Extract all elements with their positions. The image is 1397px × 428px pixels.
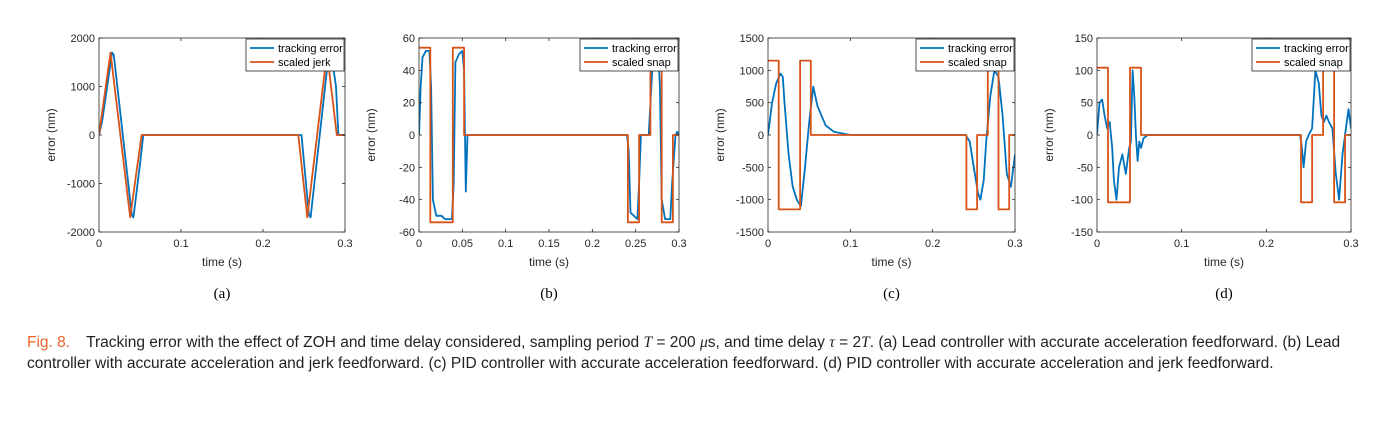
legend-box [579,38,679,72]
series-line-scaled [419,46,679,224]
y-axis-label: error (nm) [44,108,58,161]
y-tick-label: 0 [89,130,95,142]
caption-text-e: . (a) Lead controller with accurate acce… [27,334,1341,372]
caption-text-a: Tracking error with the effect of ZOH an… [86,334,644,351]
legend: tracking error scaled snap [1251,38,1351,72]
y-tick-label: 500 [746,98,764,110]
legend-entry: tracking error [948,43,1013,55]
x-axis-label: time (s) [872,255,912,269]
series-line-scaled [99,51,345,219]
y-tick-label: 40 [403,65,415,77]
y-axis-label: error (nm) [1042,108,1056,161]
figure-caption: Fig. 8. Tracking error with the effect of… [27,332,1377,374]
legend: tracking error scaled jerk [245,38,345,72]
legend: tracking error scaled snap [915,38,1015,72]
y-tick-label: -1500 [736,227,764,239]
y-tick-label: 50 [1081,98,1093,110]
caption-math-T2: T [861,334,870,351]
x-tick-label: 0.2 [255,238,270,250]
caption-math-tau: τ [829,334,835,351]
y-tick-label: -20 [399,162,415,174]
caption-math-mu: μ [699,334,708,351]
y-axis-label: error (nm) [713,108,727,161]
panel-label: (c) [883,286,900,302]
y-tick-label: 0 [409,130,415,142]
caption-text-b: = 200 [652,334,700,351]
x-tick-label: 0 [765,238,771,250]
legend-box [1251,38,1351,72]
legend-entry: tracking error [278,43,343,55]
y-axis-label: error (nm) [364,108,378,161]
y-tick-label: 0 [1087,130,1093,142]
x-tick-label: 0.1 [498,238,513,250]
y-tick-label: 1500 [740,33,764,45]
y-tick-label: 2000 [71,33,95,45]
y-tick-label: 0 [758,130,764,142]
x-tick-label: 0.05 [452,238,473,250]
legend: tracking error scaled snap [579,38,679,72]
y-tick-label: -100 [1071,195,1093,207]
y-tick-label: -500 [742,162,764,174]
legend-entry: scaled snap [612,57,671,69]
y-tick-label: -150 [1071,227,1093,239]
y-tick-label: -1000 [67,179,95,191]
x-tick-label: 0.1 [173,238,188,250]
legend-box [245,38,345,72]
y-tick-label: 60 [403,33,415,45]
legend-entry: scaled jerk [278,57,331,69]
legend-entry: tracking error [612,43,677,55]
x-tick-label: 0.2 [585,238,600,250]
x-axis-label: time (s) [529,255,569,269]
chart-panel-3: 0 0.1 0.2 0.3 -1500 -1000 -500 0 500 1000 1500 time… [713,33,1023,302]
x-tick-label: 0.2 [1259,238,1274,250]
x-axis-label: time (s) [1204,255,1244,269]
y-tick-label: -40 [399,195,415,207]
x-tick-label: 0 [1094,238,1100,250]
legend-entry: tracking error [1284,43,1349,55]
legend-box [915,38,1015,72]
series-line-scaled [768,59,1015,211]
panel-label: (d) [1215,286,1233,302]
series-line-scaled [1097,66,1351,204]
y-tick-label: 150 [1075,33,1093,45]
y-tick-label: 100 [1075,65,1093,77]
y-tick-label: -50 [1077,162,1093,174]
caption-text-d: = 2 [834,334,862,351]
x-tick-label: 0.25 [625,238,646,250]
x-tick-label: 0 [416,238,422,250]
chart-panel-4: 0 0.1 0.2 0.3 -150 -100 -50 0 50 100 150 time (s) er… [1042,33,1359,302]
x-tick-label: 0.3 [671,238,686,250]
x-tick-label: 0 [96,238,102,250]
y-tick-label: -2000 [67,227,95,239]
caption-math-T: T [643,334,653,351]
y-tick-label: -60 [399,227,415,239]
panel-label: (a) [214,286,231,302]
x-tick-label: 0.3 [1007,238,1022,250]
legend-entry: scaled snap [948,57,1007,69]
y-tick-label: -1000 [736,195,764,207]
y-tick-label: 1000 [740,65,764,77]
x-axis-label: time (s) [202,255,242,269]
x-tick-label: 0.3 [337,238,352,250]
y-tick-label: 20 [403,98,415,110]
panel-label: (b) [540,286,558,302]
caption-text-c: s, and time delay [707,334,830,351]
legend-entry: scaled snap [1284,57,1343,69]
x-tick-label: 0.1 [1174,238,1189,250]
x-tick-label: 0.15 [538,238,559,250]
chart-panel-2: 0 0.05 0.1 0.15 0.2 0.25 0.3 -60 -40 -20 0 20 40 60 ti… [364,33,687,302]
chart-panel-1: 0 0.1 0.2 0.3 -2000 -1000 0 1000 2000 time (s) err… [44,33,353,302]
caption-figure-label: Fig. 8. [27,334,71,351]
x-tick-label: 0.2 [925,238,940,250]
x-tick-label: 0.1 [843,238,858,250]
y-tick-label: 1000 [71,82,95,94]
x-tick-label: 0.3 [1343,238,1358,250]
